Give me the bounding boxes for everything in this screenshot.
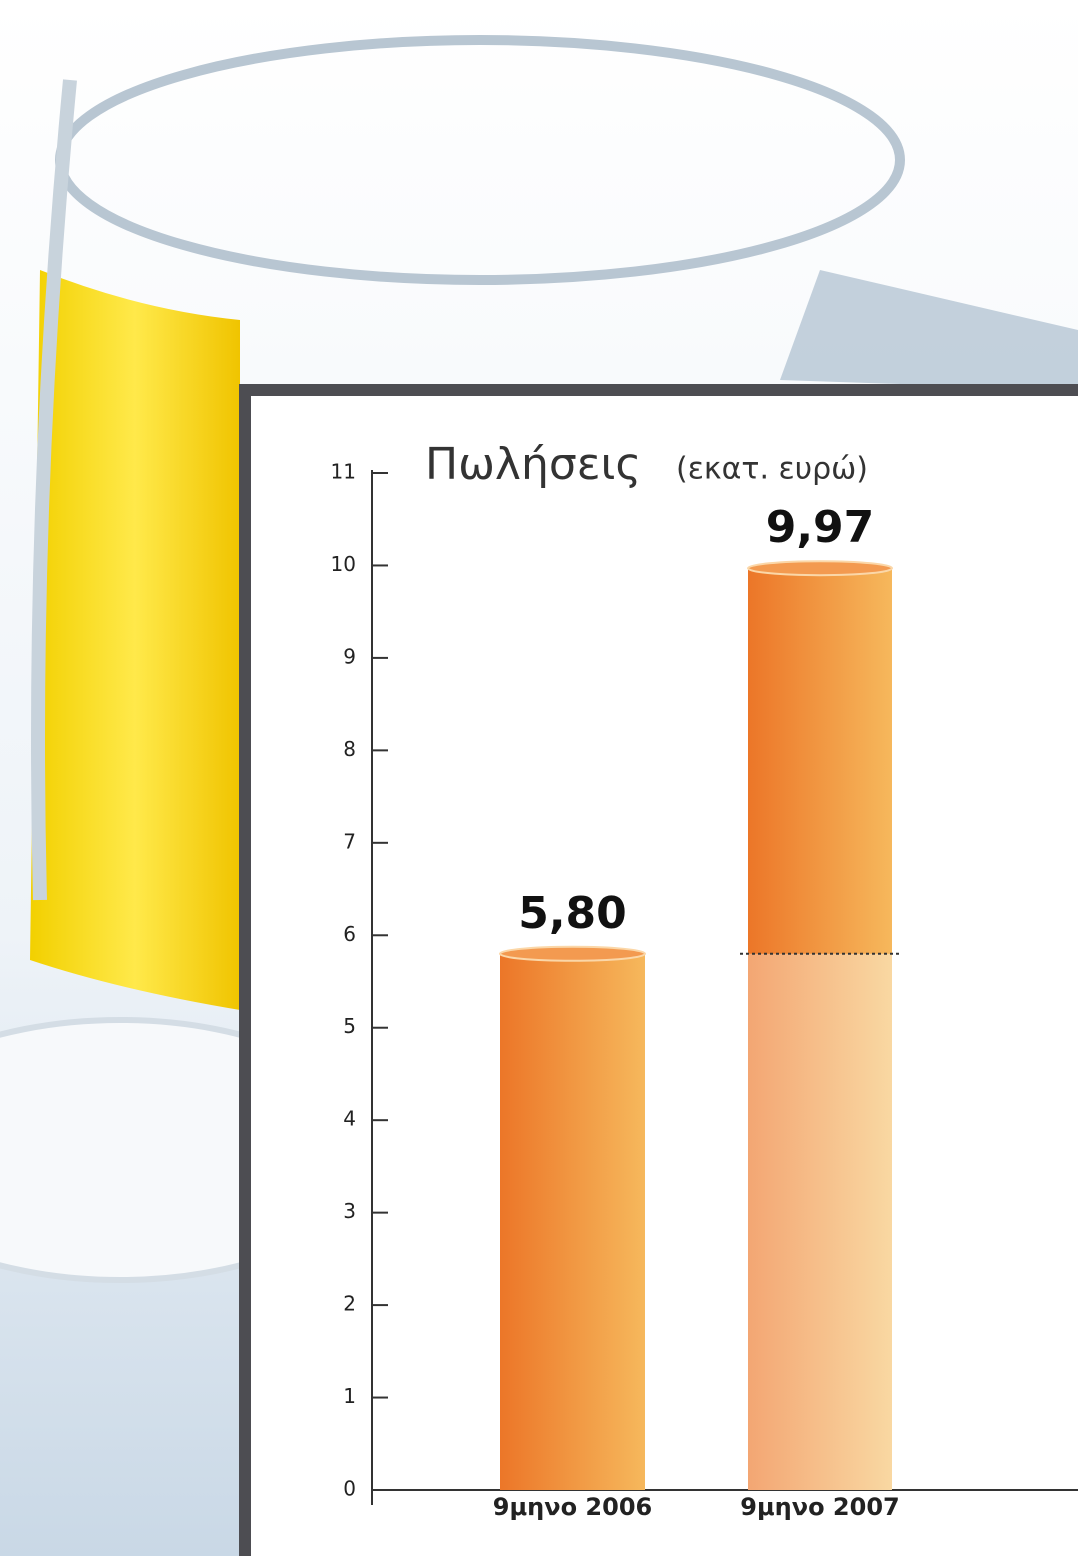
x-tick-label: 9μηνο 2007	[740, 1493, 899, 1521]
glass-side	[31, 79, 77, 901]
value-label: 9,97	[766, 502, 875, 553]
y-tick-label: 10	[331, 552, 356, 576]
y-tick-label: 7	[343, 829, 356, 853]
value-label: 5,80	[518, 888, 627, 939]
bar-cap	[499, 945, 646, 962]
glass-handle	[780, 270, 1078, 390]
y-tick-label: 0	[343, 1477, 356, 1501]
y-tick-label: 11	[331, 460, 356, 484]
chart-title: Πωλήσεις	[425, 439, 641, 490]
y-tick-label: 3	[343, 1199, 356, 1223]
y-tick-label: 5	[343, 1014, 356, 1038]
y-tick-label: 6	[343, 922, 356, 946]
y-tick-label: 4	[343, 1107, 356, 1131]
y-tick-label: 8	[343, 737, 356, 761]
bar	[500, 953, 645, 1490]
chart-panel	[239, 384, 1078, 1556]
y-tick-label: 1	[343, 1384, 356, 1408]
beer	[30, 270, 240, 1010]
y-tick-label: 9	[343, 644, 356, 668]
x-tick-label: 9μηνο 2006	[493, 1493, 652, 1521]
bar-cap	[747, 560, 893, 577]
y-tick-label: 2	[343, 1292, 356, 1316]
chart-subtitle: (εκατ. ευρώ)	[676, 452, 868, 487]
previous-level	[748, 953, 892, 1490]
